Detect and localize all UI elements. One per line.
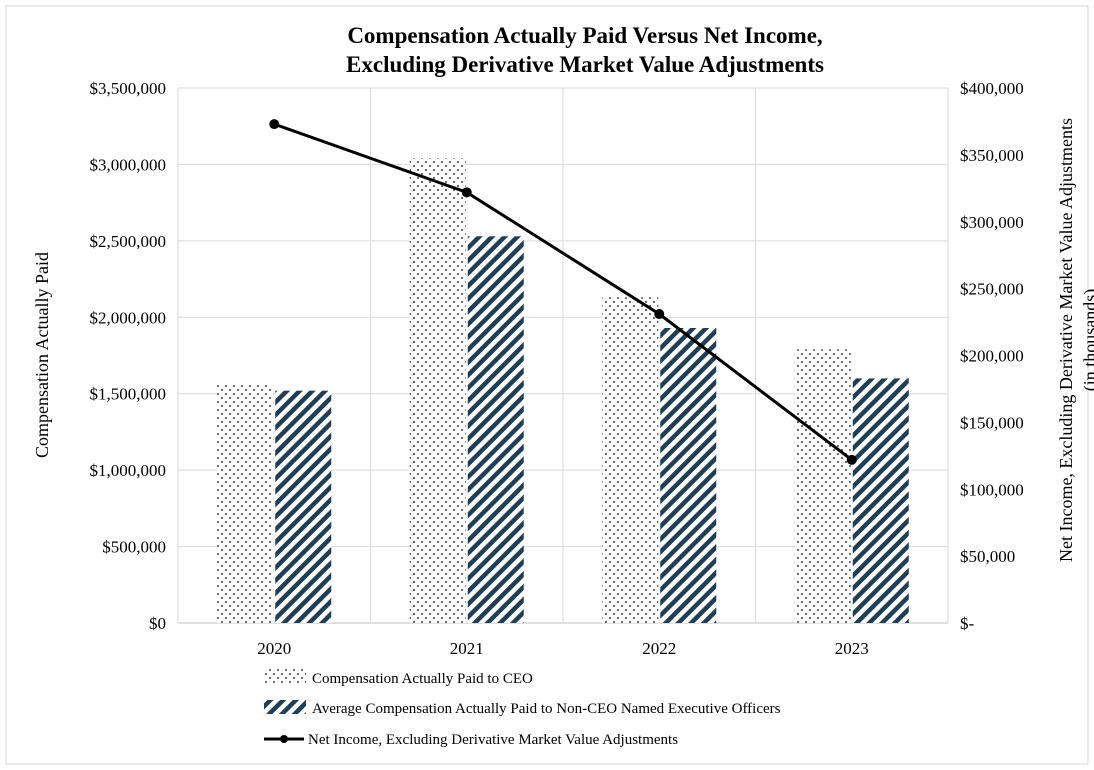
x-tick-label: 2020 (257, 639, 291, 658)
right-tick-label: $200,000 (960, 347, 1024, 366)
x-axis-ticks: 2020 2021 2022 2023 (257, 639, 869, 658)
chart-border (5, 5, 1089, 765)
right-tick-label: $350,000 (960, 146, 1024, 165)
legend-label-net-income: Net Income, Excluding Derivative Market … (308, 732, 678, 748)
ceo-bar (602, 297, 659, 623)
net-income-point (846, 454, 857, 465)
x-tick-label: 2021 (450, 639, 484, 658)
bars-group (217, 158, 909, 624)
left-tick-label: $0 (149, 614, 166, 633)
left-tick-label: $500,000 (102, 538, 166, 557)
ceo-bar (217, 383, 274, 623)
left-tick-label: $1,500,000 (90, 385, 167, 404)
ceo-bar (409, 158, 466, 624)
net-income-point (654, 309, 665, 320)
x-tick-label: 2022 (642, 639, 676, 658)
chart-subtitle: Excluding Derivative Market Value Adjust… (346, 52, 824, 77)
net-income-point (461, 187, 472, 198)
legend-label-neo: Average Compensation Actually Paid to No… (312, 701, 781, 717)
net-income-line (273, 122, 853, 462)
right-axis-ticks: $- $50,000 $100,000 $150,000 $200,000 $250,00… (960, 79, 1024, 633)
net-income-point (269, 119, 280, 130)
right-tick-label: $- (960, 614, 975, 633)
net-income-line-group (269, 119, 857, 465)
right-tick-label: $400,000 (960, 79, 1024, 98)
right-tick-label: $100,000 (960, 480, 1024, 499)
left-tick-label: $2,000,000 (90, 308, 167, 327)
right-tick-label: $250,000 (960, 280, 1024, 299)
chart-title: Compensation Actually Paid Versus Net In… (347, 23, 822, 48)
legend: Compensation Actually Paid to CEO Averag… (264, 669, 781, 748)
right-axis-title: Net Income, Excluding Derivative Market … (1056, 118, 1076, 562)
neo-bar (275, 390, 332, 623)
left-tick-label: $1,000,000 (90, 461, 167, 480)
left-axis-title: Compensation Actually Paid (32, 252, 52, 458)
legend-swatch-neo (264, 700, 306, 714)
neo-bar (660, 327, 717, 623)
right-tick-label: $50,000 (960, 547, 1015, 566)
neo-bar (467, 236, 524, 623)
right-tick-label: $150,000 (960, 413, 1024, 432)
ceo-bar (794, 349, 851, 623)
right-tick-label: $300,000 (960, 213, 1024, 232)
neo-bar (852, 378, 909, 623)
right-axis-title-units: (in thousands) (1080, 289, 1094, 392)
x-tick-label: 2023 (835, 639, 869, 658)
legend-swatch-net-income-marker (280, 735, 288, 743)
left-axis-ticks: $0 $500,000 $1,000,000 $1,500,000 $2,000,000… (90, 79, 167, 633)
legend-swatch-ceo (264, 669, 306, 685)
left-tick-label: $3,500,000 (90, 79, 167, 98)
legend-label-ceo: Compensation Actually Paid to CEO (312, 671, 533, 687)
left-tick-label: $2,500,000 (90, 232, 167, 251)
left-tick-label: $3,000,000 (90, 155, 167, 174)
